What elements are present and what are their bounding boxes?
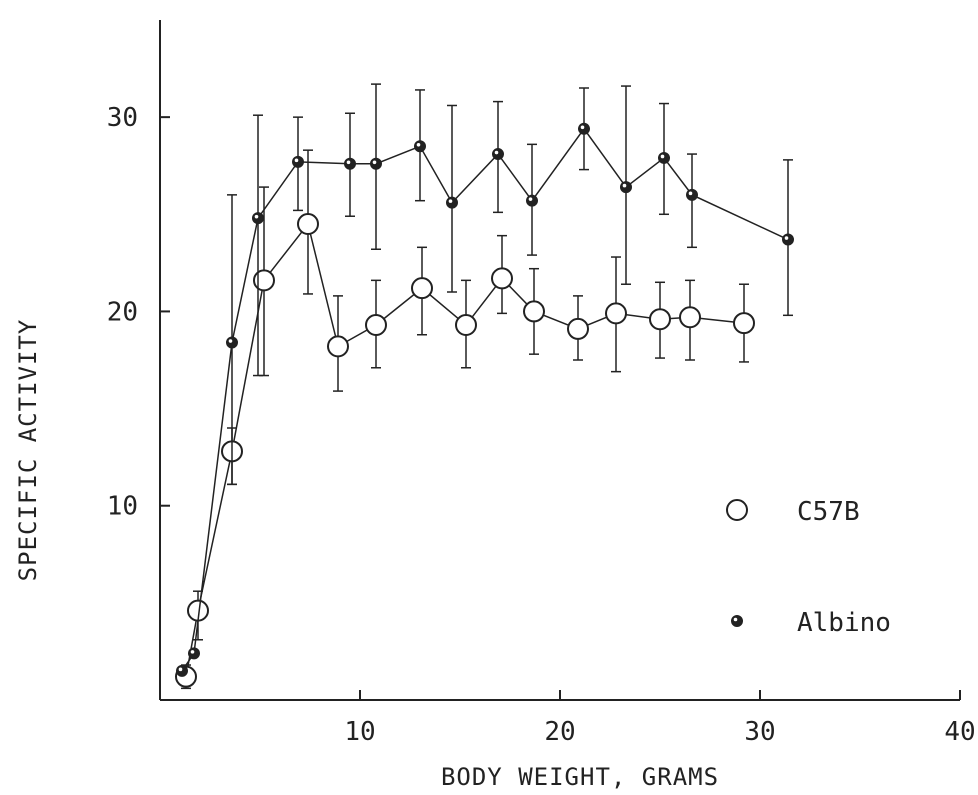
marker-highlight — [254, 214, 259, 219]
data-point — [679, 306, 701, 329]
data-point — [292, 155, 304, 168]
marker-highlight — [580, 125, 585, 130]
x-tick-label: 30 — [744, 717, 775, 747]
marker-highlight — [733, 617, 738, 622]
data-point — [686, 188, 698, 201]
marker-dot — [176, 664, 188, 677]
x-tick-label: 10 — [344, 717, 375, 747]
data-point — [365, 314, 387, 337]
marker-dot — [578, 122, 590, 135]
marker-highlight — [228, 339, 233, 343]
marker-highlight — [178, 667, 183, 672]
marker-highlight — [346, 160, 351, 165]
marker-highlight — [784, 236, 789, 240]
marker-dot — [658, 151, 670, 164]
data-point — [492, 148, 504, 161]
legend-label-c57b: C57B — [797, 497, 860, 527]
marker-highlight — [190, 650, 195, 654]
marker-dot — [188, 647, 200, 660]
y-tick-label: 20 — [107, 297, 138, 327]
legend-marker-c57b — [726, 499, 748, 521]
marker-highlight — [494, 150, 499, 155]
legend: C57B Albino — [726, 497, 891, 638]
series-line — [185, 222, 745, 677]
data-point — [414, 140, 426, 153]
marker-highlight — [528, 197, 533, 201]
data-point — [370, 157, 382, 170]
marker-dot — [292, 155, 304, 168]
marker-dot — [686, 188, 698, 201]
marker-highlight — [294, 158, 299, 163]
legend-marker-albino — [731, 615, 743, 627]
data-point — [526, 194, 538, 207]
chart-axes — [159, 20, 961, 701]
x-tick-label: 20 — [544, 717, 575, 747]
data-point — [578, 122, 590, 135]
data-point — [226, 336, 238, 349]
legend-marker-symbol — [731, 615, 743, 627]
data-point — [567, 317, 589, 340]
series-albino — [176, 83, 794, 677]
y-tick-label: 10 — [107, 492, 138, 522]
series-c57b — [175, 149, 755, 690]
marker-dot — [492, 148, 504, 161]
data-point — [411, 277, 433, 300]
data-point — [253, 269, 275, 292]
marker-highlight — [688, 191, 693, 196]
marker-dot — [370, 157, 382, 170]
marker-dot — [252, 212, 264, 225]
data-point — [327, 335, 349, 358]
marker-highlight — [622, 183, 627, 188]
data-point — [649, 308, 671, 331]
series-line — [181, 127, 789, 672]
marker-highlight — [416, 142, 421, 147]
data-point — [782, 233, 794, 246]
data-point — [605, 302, 627, 325]
marker-highlight — [660, 154, 665, 159]
data-point — [297, 213, 319, 235]
marker-dot — [526, 194, 538, 207]
marker-dot — [782, 233, 794, 246]
data-point — [658, 151, 670, 164]
data-point — [620, 181, 632, 194]
tick-labels: 10 20 30 40 10 20 30 — [107, 103, 976, 747]
y-tick-label: 30 — [107, 103, 138, 133]
error-bar — [253, 114, 263, 377]
y-axis-label: SPECIFIC ACTIVITY — [14, 319, 42, 582]
data-point — [733, 312, 755, 335]
data-point — [523, 300, 545, 323]
legend-marker-symbol — [726, 499, 748, 521]
data-point — [491, 267, 513, 290]
data-point — [446, 196, 458, 209]
data-point — [455, 314, 477, 337]
marker-dot — [226, 336, 238, 349]
data-point — [344, 157, 356, 170]
x-tick-label: 40 — [944, 717, 975, 747]
data-point — [252, 212, 264, 225]
marker-highlight — [372, 160, 377, 165]
x-axis-label: BODY WEIGHT, GRAMS — [441, 763, 719, 791]
marker-dot — [344, 157, 356, 170]
marker-dot — [620, 181, 632, 194]
data-point — [188, 647, 200, 660]
marker-dot — [446, 196, 458, 209]
marker-highlight — [448, 199, 453, 203]
chart-series — [175, 83, 794, 690]
marker-dot — [731, 615, 743, 627]
data-point — [176, 664, 188, 677]
marker-dot — [414, 140, 426, 153]
legend-label-albino: Albino — [797, 608, 891, 638]
